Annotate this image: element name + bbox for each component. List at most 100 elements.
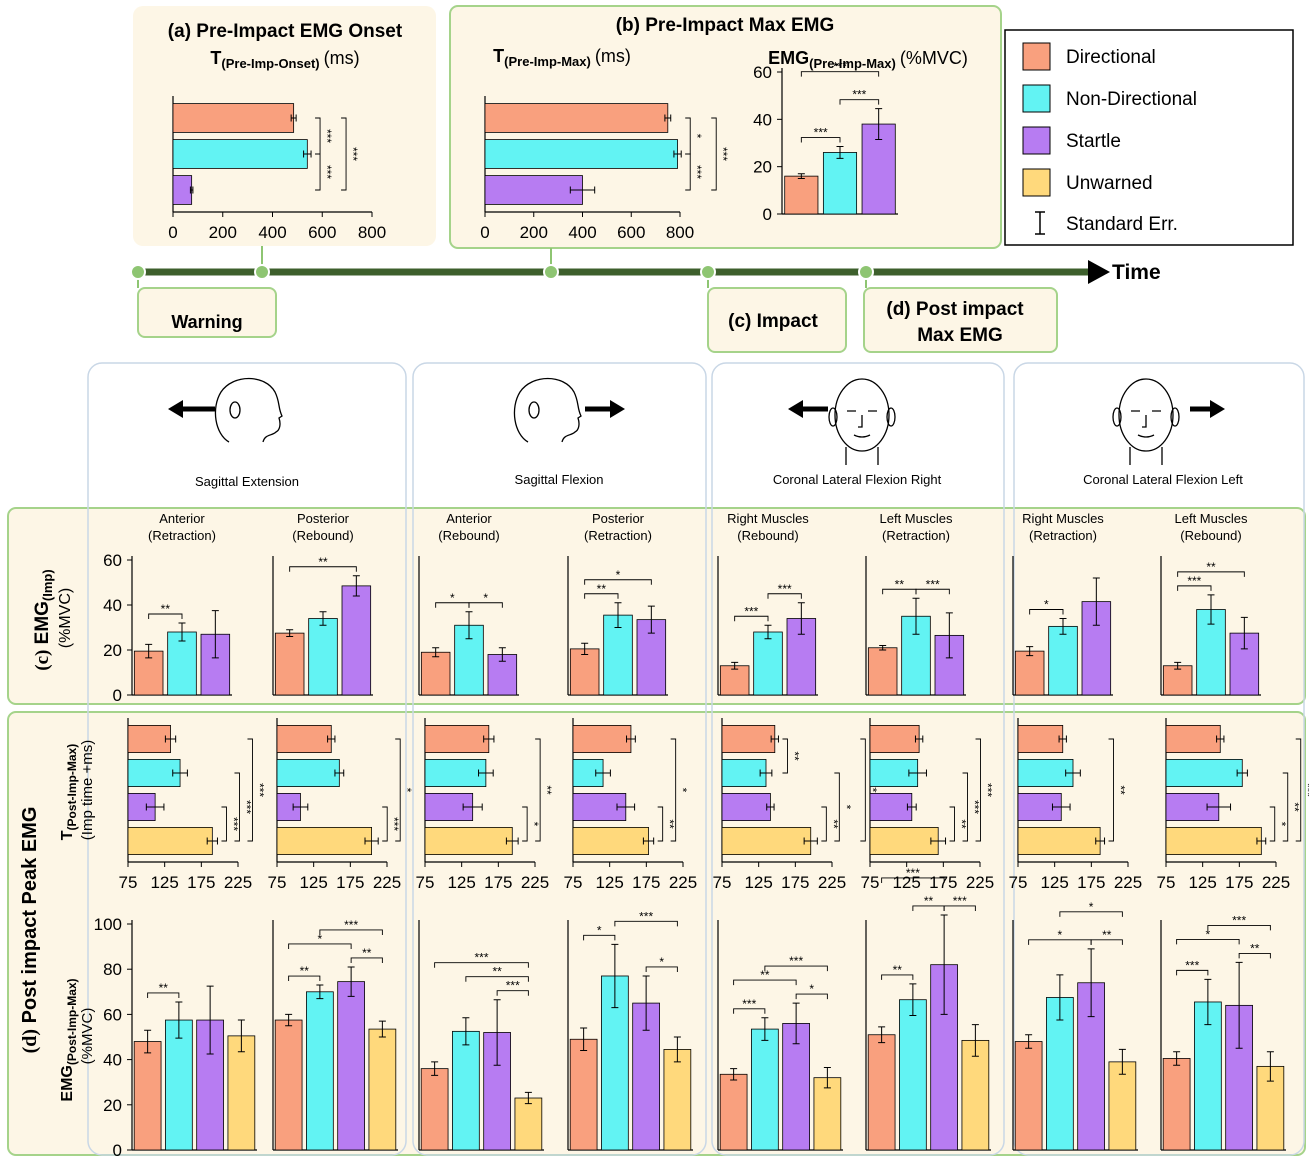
- legend-label: Startle: [1066, 131, 1121, 152]
- bar: [962, 1040, 989, 1150]
- row-c-unit: (%MVC): [57, 588, 74, 648]
- significance-label: *: [483, 591, 488, 605]
- significance-label: ***: [953, 894, 967, 908]
- x-tick-label: 75: [268, 873, 287, 892]
- significance-label: ***: [1301, 783, 1309, 797]
- label-sub: (Post-Imp-Max): [65, 744, 79, 831]
- significance-label: ***: [852, 88, 866, 102]
- bar: [899, 1000, 926, 1150]
- bar: [722, 793, 770, 820]
- y-tick-label: 60: [103, 551, 122, 570]
- bar: [421, 1069, 448, 1150]
- chart-title: Anterior: [159, 511, 205, 526]
- significance-label: *: [450, 591, 455, 605]
- bar: [128, 725, 171, 752]
- significance-label: ***: [252, 783, 266, 797]
- y-tick-label: 0: [763, 205, 772, 224]
- significance-label: *: [659, 955, 664, 969]
- bar: [722, 759, 766, 786]
- x-tick-label: 0: [480, 223, 489, 242]
- label-sub: (Pre-Imp-Max): [809, 56, 896, 71]
- legend-label: Non-Directional: [1066, 89, 1197, 110]
- significance-label: ***: [1185, 958, 1199, 972]
- significance-label: ***: [778, 582, 792, 596]
- chart-title: Left Muscles: [1175, 511, 1248, 526]
- bar: [1163, 666, 1192, 695]
- legend-swatch: [1023, 43, 1050, 70]
- bar: [173, 104, 294, 133]
- x-tick-label: 175: [484, 873, 512, 892]
- bar: [870, 827, 938, 854]
- significance-label: **: [1288, 802, 1302, 812]
- legend-label: Unwarned: [1066, 173, 1153, 194]
- chart-title: Right Muscles: [1022, 511, 1104, 526]
- significance-label: ***: [320, 129, 334, 143]
- significance-label: ***: [639, 909, 653, 923]
- significance-label: **: [597, 582, 607, 596]
- row-d-title-text: Post impact Peak EMG: [19, 807, 41, 1024]
- x-tick-label: 175: [187, 873, 215, 892]
- bar: [720, 666, 749, 695]
- x-tick-label: 75: [1157, 873, 1176, 892]
- significance-label: **: [787, 751, 801, 761]
- bar: [277, 827, 372, 854]
- x-tick-label: 75: [1009, 873, 1028, 892]
- x-tick-label: 225: [818, 873, 846, 892]
- significance-label: **: [318, 555, 328, 569]
- significance-label: *: [1089, 900, 1094, 914]
- bar: [342, 586, 371, 695]
- significance-label: ***: [239, 800, 253, 814]
- significance-label: **: [663, 819, 677, 829]
- event-label: (d) Post impact: [886, 299, 1024, 320]
- significance-label: ***: [744, 604, 758, 618]
- label-sub: (Pre-Imp-Max): [504, 54, 591, 69]
- bar: [275, 633, 304, 695]
- x-tick-label: 125: [595, 873, 623, 892]
- timeline-arrow: [1088, 260, 1110, 284]
- bar: [1018, 725, 1063, 752]
- label-unit: (ms): [324, 48, 360, 68]
- x-tick-label: 225: [1114, 873, 1142, 892]
- bar: [1015, 1042, 1042, 1150]
- chart-title: Right Muscles: [727, 511, 809, 526]
- label-sub: (Pre-Imp-Onset): [221, 56, 319, 71]
- bar: [814, 1078, 841, 1150]
- significance-label: **: [955, 819, 969, 829]
- x-tick-label: 175: [781, 873, 809, 892]
- x-tick-label: 75: [416, 873, 435, 892]
- bar: [309, 619, 338, 696]
- bar: [1015, 651, 1044, 695]
- x-tick-label: 600: [308, 223, 336, 242]
- significance-label: ***: [506, 979, 520, 993]
- significance-label: ***: [320, 165, 334, 179]
- bar: [1166, 725, 1220, 752]
- figure: Time Warning (c) Impact (d) Post impact …: [0, 0, 1309, 1157]
- x-tick-label: 125: [447, 873, 475, 892]
- x-tick-label: 225: [521, 873, 549, 892]
- significance-label: ***: [474, 951, 488, 965]
- x-tick-label: 225: [966, 873, 994, 892]
- bar: [722, 827, 811, 854]
- label-main: EMG: [59, 1065, 76, 1101]
- bar: [306, 992, 333, 1150]
- label-main: EMG: [768, 48, 809, 68]
- significance-label: ***: [981, 783, 995, 797]
- chart-subtitle: (Retraction): [1029, 528, 1097, 543]
- label-main: T: [210, 48, 221, 68]
- significance-label: **: [159, 981, 169, 995]
- bar: [485, 140, 678, 169]
- significance-label: **: [924, 894, 934, 908]
- bar: [128, 827, 212, 854]
- x-tick-label: 400: [568, 223, 596, 242]
- row-d-title: (d) Post impact Peak EMG: [19, 807, 41, 1054]
- x-tick-label: 400: [258, 223, 286, 242]
- bar: [421, 652, 450, 695]
- significance-label: ***: [906, 866, 920, 880]
- significance-label: *: [1275, 822, 1289, 827]
- bar: [1166, 827, 1261, 854]
- significance-label: *: [676, 788, 690, 793]
- bar: [870, 793, 912, 820]
- x-tick-label: 125: [299, 873, 327, 892]
- column-label: Coronal Lateral Flexion Left: [1083, 472, 1243, 487]
- y-tick-label: 20: [753, 158, 772, 177]
